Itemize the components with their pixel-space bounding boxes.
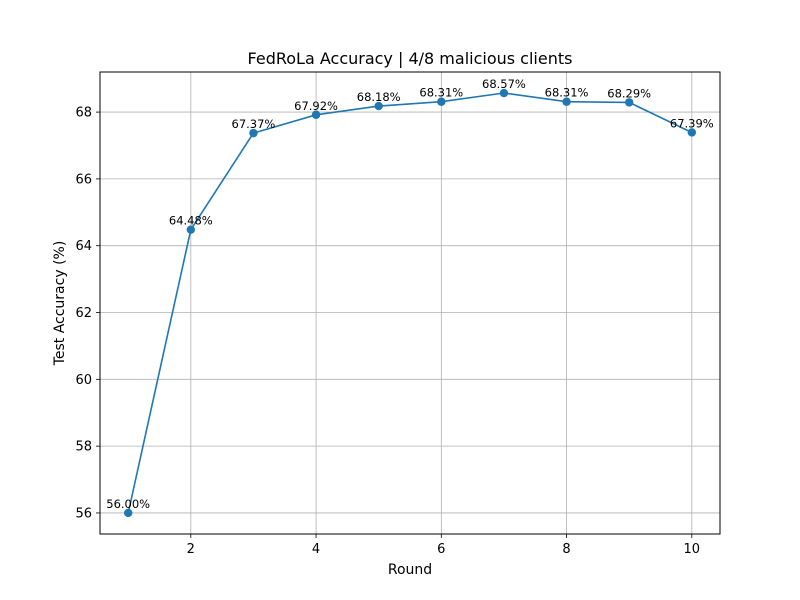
data-label: 68.29% xyxy=(607,86,651,100)
data-point xyxy=(311,110,321,119)
y-tick-label: 56 xyxy=(75,506,92,521)
chart-title: FedRoLa Accuracy | 4/8 malicious clients xyxy=(248,49,573,68)
x-tick-label: 2 xyxy=(187,542,195,557)
y-tick-label: 68 xyxy=(75,106,92,121)
data-label: 67.39% xyxy=(670,116,714,130)
data-point xyxy=(374,101,383,111)
data-point xyxy=(562,97,571,106)
data-label: 68.31% xyxy=(419,86,463,100)
data-point xyxy=(437,97,446,106)
data-point xyxy=(123,508,133,518)
data-label: 68.57% xyxy=(482,77,526,91)
data-label: 68.18% xyxy=(357,90,401,104)
y-tick-label: 60 xyxy=(75,373,92,388)
y-axis-label: Test Accuracy (%) xyxy=(52,241,68,367)
data-labels: 56.00% 64.48% 67.37% 67.92% 68.18% 68.31% 68.5… xyxy=(106,77,714,511)
data-label: 56.00% xyxy=(106,497,150,511)
x-tick-label: 6 xyxy=(437,542,445,557)
x-tick-label: 8 xyxy=(562,542,570,557)
y-tick-label: 62 xyxy=(75,306,92,321)
x-tick-label: 10 xyxy=(684,542,701,557)
x-axis-label: Round xyxy=(388,562,432,578)
grid-lines xyxy=(100,72,720,534)
data-label: 64.48% xyxy=(169,214,213,228)
y-tick-label: 64 xyxy=(75,239,92,254)
data-point xyxy=(687,128,697,137)
series-accuracy xyxy=(123,88,697,518)
series-line xyxy=(127,92,693,514)
plot-frame xyxy=(99,71,721,535)
y-tick-label: 66 xyxy=(75,172,92,187)
data-label: 67.37% xyxy=(232,117,276,131)
data-label: 67.92% xyxy=(294,99,338,113)
data-point xyxy=(249,128,258,138)
x-tick-label: 4 xyxy=(312,542,320,557)
data-point xyxy=(186,225,196,234)
data-point xyxy=(624,98,634,107)
y-tick-label: 58 xyxy=(75,440,92,455)
data-label: 68.31% xyxy=(545,86,589,100)
data-point xyxy=(499,88,509,98)
